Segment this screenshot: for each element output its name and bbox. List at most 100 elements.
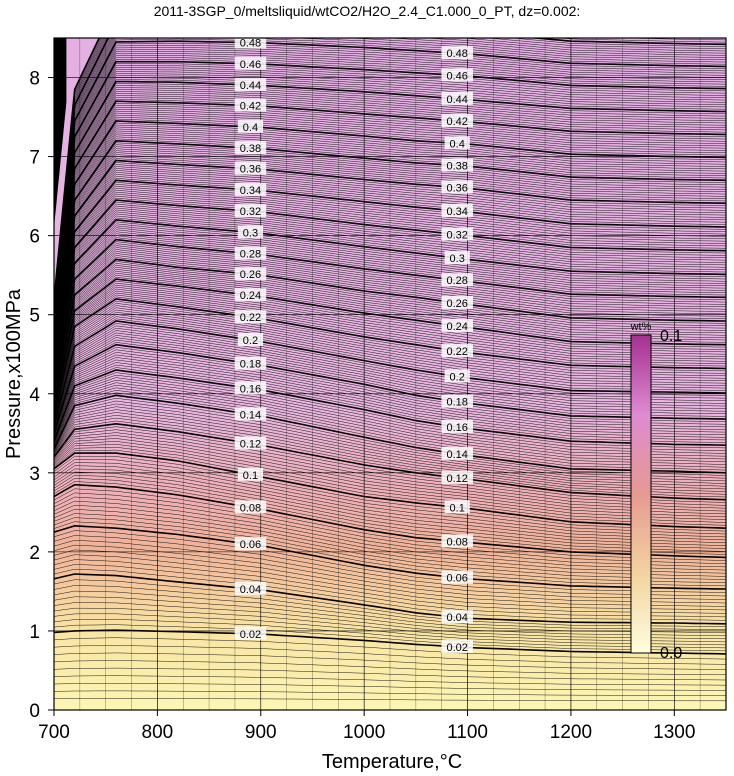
- colorbar: wt% 0.1 0.0: [630, 321, 683, 662]
- contour-label: 0.06: [446, 573, 467, 585]
- contour-label: 0.46: [240, 59, 261, 71]
- contour-label-bg: [234, 436, 267, 450]
- x-tick-label: 1100: [447, 722, 488, 743]
- contour-label: 0.14: [446, 449, 467, 461]
- colorbar-max-label: 0.1: [660, 328, 682, 345]
- y-tick-label: 0: [29, 701, 40, 722]
- contour-label-bg: [441, 639, 473, 653]
- contour-label: 0.2: [450, 371, 465, 383]
- x-tick-label: 700: [38, 722, 70, 743]
- contour-label-bg: [441, 394, 473, 408]
- contour-label: 0.36: [240, 164, 261, 176]
- fine-contour: [54, 38, 726, 311]
- contour-label: 0.3: [450, 253, 465, 265]
- contour-label: 0.16: [240, 383, 261, 395]
- contour-label: 0.42: [446, 116, 467, 128]
- fine-contour: [54, 38, 726, 309]
- contour-label-bg: [237, 119, 264, 133]
- contour-line: [54, 452, 726, 529]
- contour-label-bg: [234, 141, 267, 155]
- contour-label: 0.26: [240, 269, 261, 281]
- contour-label-bg: [444, 369, 470, 383]
- contour-line: [54, 278, 726, 410]
- contour-label: 0.4: [450, 138, 465, 150]
- contour-labels: 0.02 0.02 0.04 0.04 0.06 0.06 0.08 0.08 0.1 0.1 0.…: [234, 35, 473, 654]
- colorbar-unit: wt%: [630, 321, 652, 333]
- y-axis-label: Pressure,x100MPa: [3, 288, 25, 459]
- y-tick-label: 6: [29, 227, 40, 248]
- contour-label: 0.1: [450, 502, 465, 514]
- contour-label-bg: [441, 610, 473, 624]
- x-tick-label: 1300: [653, 722, 695, 743]
- contour-line: [54, 258, 726, 402]
- contour-label-bg: [444, 500, 470, 514]
- contour-line: [54, 298, 726, 418]
- contour-label: 0.02: [240, 629, 261, 641]
- contour-line: [54, 218, 726, 387]
- fine-contour: [54, 38, 726, 307]
- contour-label: 0.42: [240, 101, 261, 113]
- y-tick-label: 2: [29, 543, 40, 564]
- contour-label: 0.22: [446, 346, 467, 358]
- contour-label: 0.28: [446, 275, 467, 287]
- contour-label-bg: [234, 182, 267, 196]
- contour-line: [54, 524, 726, 590]
- x-tick-label: 1000: [343, 722, 385, 743]
- x-tick-label: 800: [142, 722, 174, 743]
- colorbar-gradient: [630, 334, 652, 654]
- contour-line: [54, 422, 726, 501]
- plot-frame: [53, 37, 727, 711]
- contour-label-bg: [441, 419, 473, 433]
- contour-label-bg: [234, 204, 267, 218]
- contour-label: 0.16: [446, 422, 467, 434]
- y-tick-label: 3: [29, 464, 40, 485]
- contour-label-bg: [234, 246, 267, 260]
- contour-line: [54, 100, 726, 339]
- contour-label: 0.28: [240, 249, 261, 261]
- contour-label-bg: [234, 500, 267, 514]
- contour-label-bg: [441, 203, 473, 217]
- contour-label-bg: [234, 626, 267, 640]
- contour-label: 0.36: [446, 182, 467, 194]
- contour-label-bg: [234, 98, 267, 112]
- contour-label-bg: [444, 136, 470, 150]
- y-tick-label: 4: [29, 385, 40, 406]
- contour-label-bg: [234, 356, 267, 370]
- contour-label: 0.38: [240, 143, 261, 155]
- contour-line: [54, 60, 726, 323]
- contour-line: [54, 629, 726, 655]
- y-tick-label: 1: [29, 622, 40, 643]
- contour-label: 0.34: [446, 206, 467, 218]
- contour-label: 0.34: [240, 185, 261, 197]
- contour-line: [54, 179, 726, 371]
- contour-label: 0.12: [446, 473, 467, 485]
- contour-label: 0.14: [240, 409, 261, 421]
- contour-label: 0.38: [446, 160, 467, 172]
- fine-contour: [54, 38, 726, 310]
- contour-label: 0.4: [243, 122, 258, 134]
- contour-line: [54, 483, 726, 559]
- contour-label: 0.04: [446, 612, 467, 624]
- contour-label-bg: [441, 68, 473, 82]
- contour-label-bg: [441, 91, 473, 105]
- y-tick-label: 5: [29, 306, 40, 327]
- contour-label-bg: [234, 56, 267, 70]
- contour-label: 0.08: [446, 536, 467, 548]
- contour-line: [54, 159, 726, 363]
- contour-label: 0.24: [446, 321, 467, 333]
- contour-label-bg: [441, 273, 473, 287]
- y-tick-label: 7: [29, 148, 40, 169]
- contour-label-bg: [237, 333, 264, 347]
- contour-label-bg: [237, 467, 264, 481]
- contour-label: 0.44: [240, 80, 261, 92]
- contour-label-bg: [234, 35, 267, 49]
- contour-label-bg: [441, 318, 473, 332]
- contour-label: 0.44: [446, 94, 467, 106]
- contour-label: 0.18: [240, 359, 261, 371]
- contour-label-bg: [234, 310, 267, 324]
- contour-label-bg: [441, 570, 473, 584]
- contour-label-bg: [234, 381, 267, 395]
- contour-label: 0.02: [446, 642, 467, 654]
- contour-label: 0.32: [446, 230, 467, 242]
